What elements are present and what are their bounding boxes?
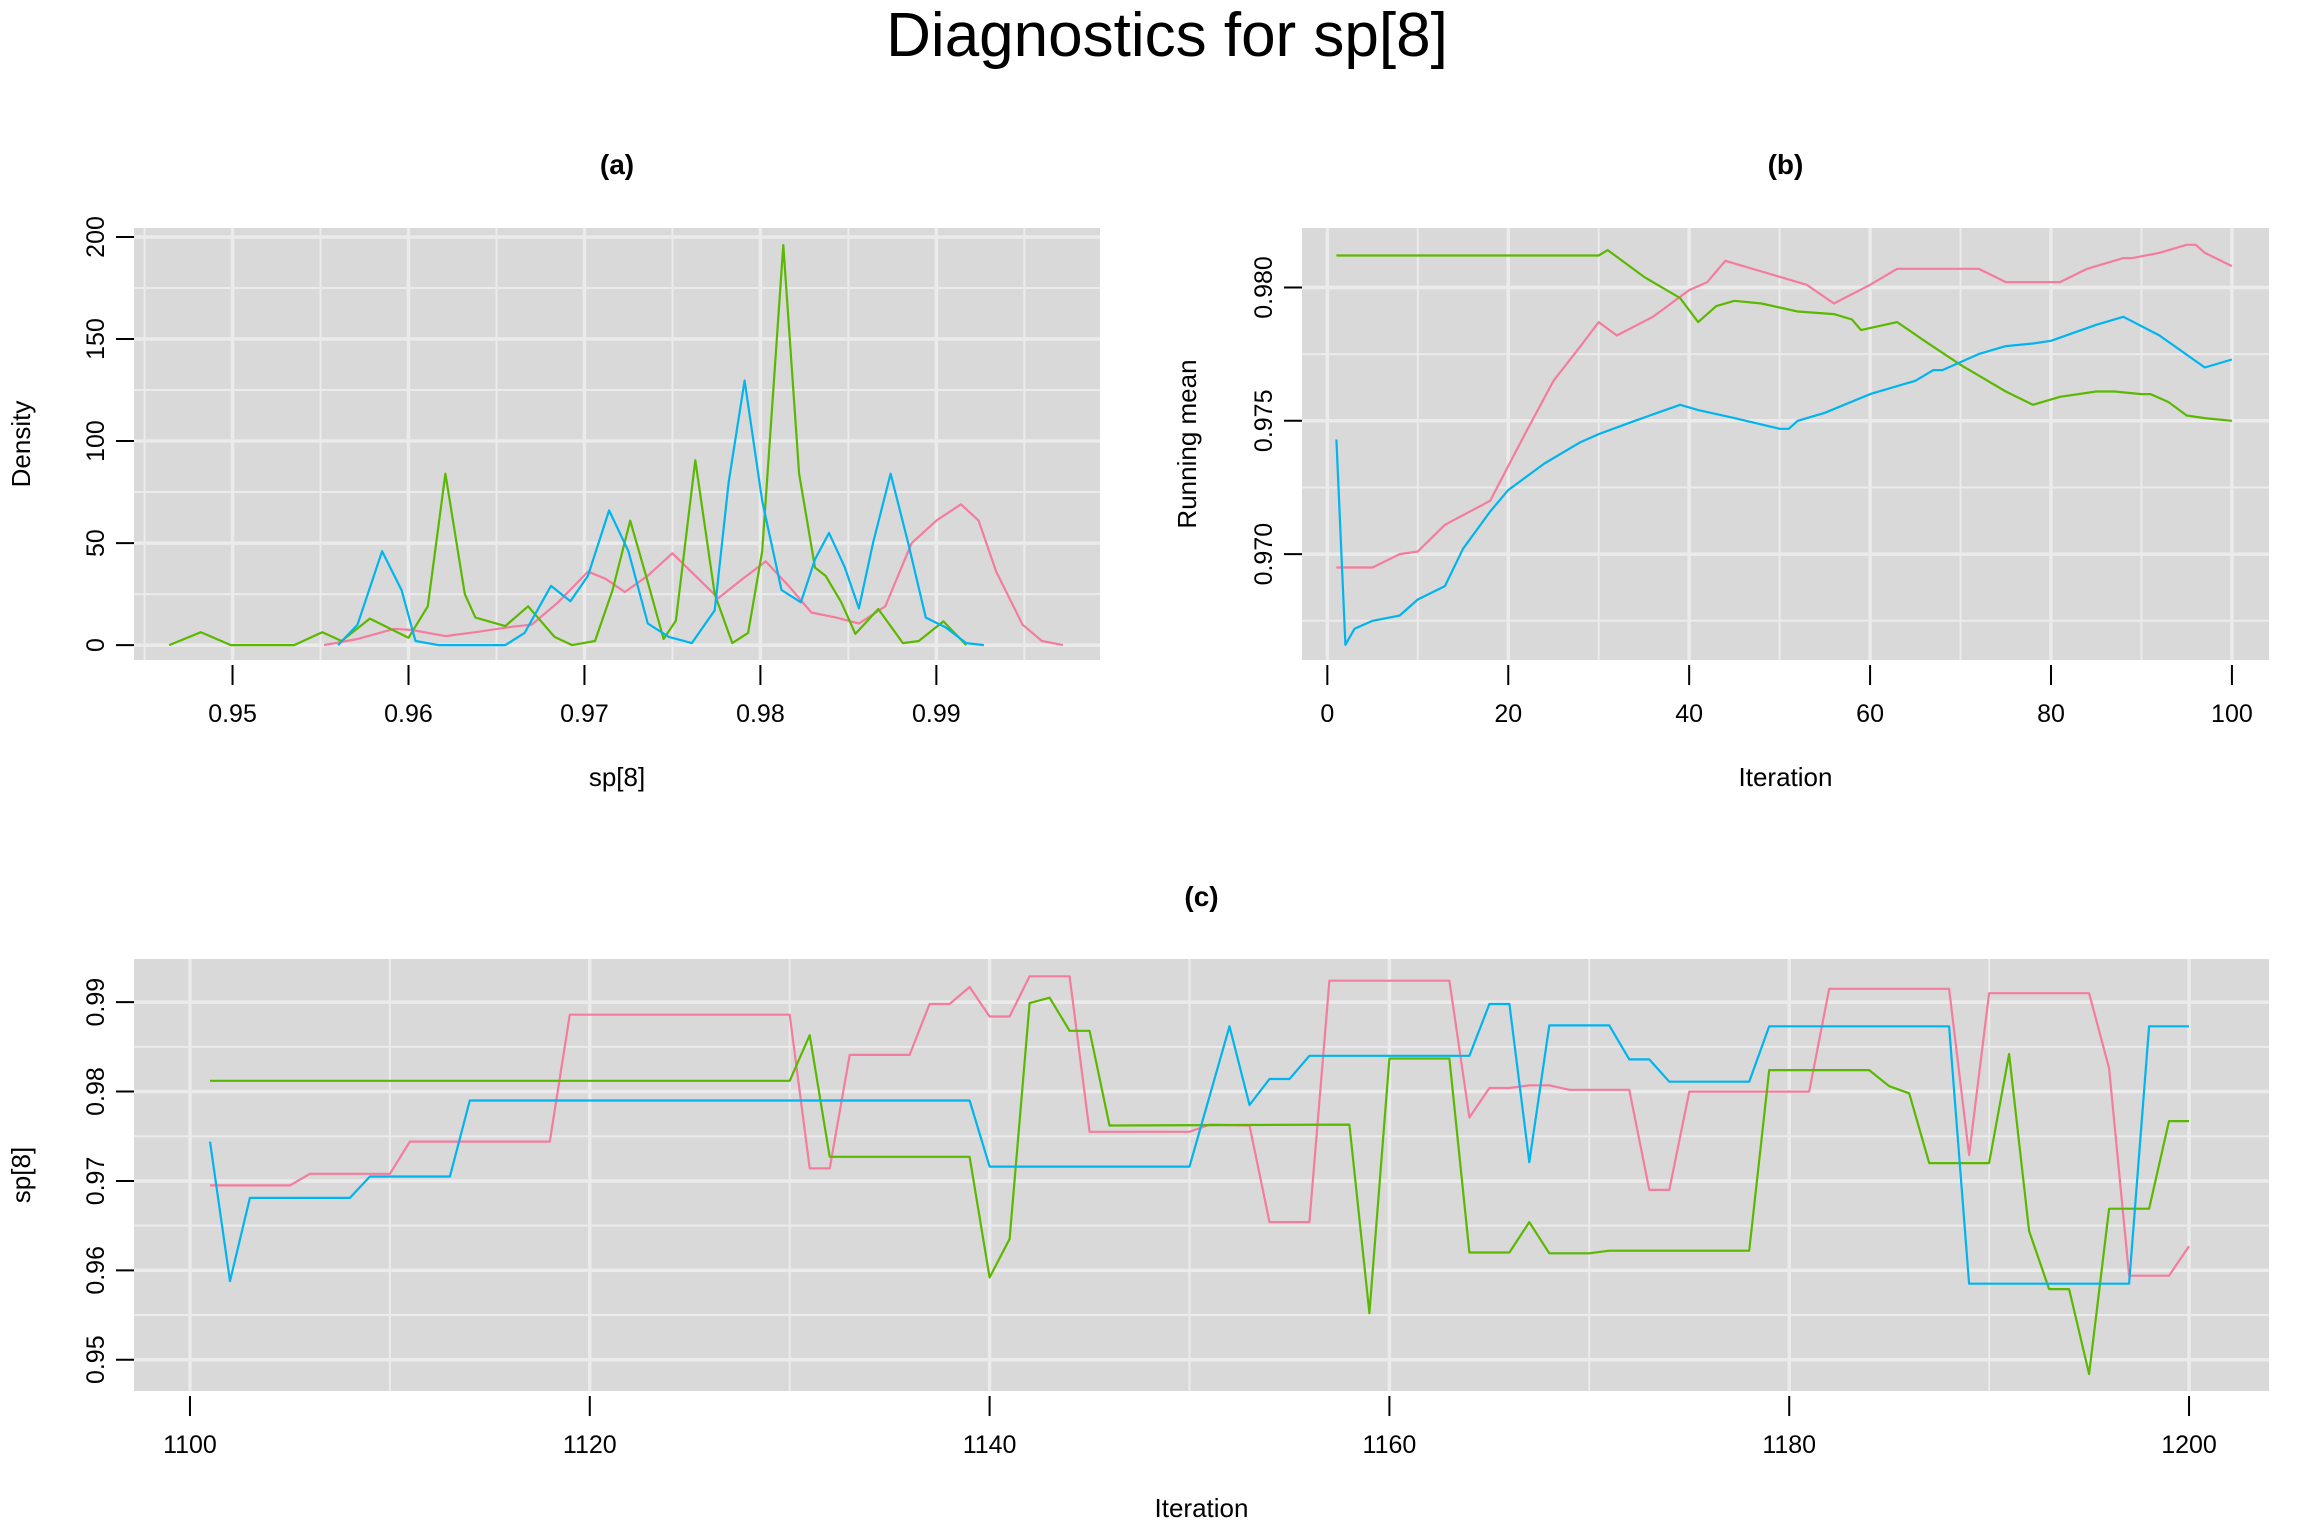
x-tick-label: 0 [1320, 700, 1334, 728]
panel-c: 1100 1120 1140 1160 1180 1200 0.95 0.96 0.97 0.98… [6, 881, 2269, 1523]
x-tick-label: 80 [2037, 700, 2065, 728]
x-tick-label: 1200 [2161, 1431, 2217, 1459]
x-axis-title: sp[8] [589, 762, 645, 792]
x-tick-label: 1160 [1363, 1431, 1417, 1459]
x-tick-label: 0.99 [912, 700, 961, 728]
x-tick-label: 40 [1675, 700, 1703, 728]
y-axis-title: sp[8] [6, 1147, 36, 1203]
y-tick-label: 0.99 [82, 978, 110, 1027]
series-line-chain-3 [208, 1002, 2189, 1285]
main-title: Diagnostics for sp[8] [886, 1, 1448, 70]
y-tick-label: 200 [82, 216, 110, 258]
series-line-chain-1 [210, 975, 2190, 1277]
y-tick-label: 0.96 [82, 1246, 110, 1295]
plot-background [134, 228, 1100, 660]
x-tick-label: 0.95 [208, 700, 257, 728]
y-tick-label: 0 [82, 638, 110, 652]
x-tick-label: 1120 [563, 1431, 617, 1459]
plot-background [134, 959, 2269, 1391]
x-tick-label: 1180 [1762, 1431, 1816, 1459]
series-line-chain-2 [168, 244, 968, 647]
panel-b: 0 20 40 60 80 100 0.970 0.975 0.980 (b) Iteration R… [1172, 149, 2269, 792]
y-tick-label: 0.98 [82, 1067, 110, 1116]
series-line-chain-1 [323, 503, 1064, 647]
panel-title: (b) [1768, 149, 1804, 180]
y-tick-label: 0.970 [1250, 523, 1278, 586]
y-tick-label: 150 [82, 318, 110, 360]
x-tick-label: 100 [2211, 700, 2253, 728]
series-line-chain-2 [1336, 249, 2233, 422]
x-tick-label: 0.97 [560, 700, 609, 728]
y-tick-label: 0.97 [82, 1157, 110, 1206]
y-tick-label: 100 [82, 420, 110, 462]
series-line-chain-3 [1335, 315, 2233, 646]
x-tick-label: 60 [1856, 700, 1884, 728]
x-tick-label: 20 [1494, 700, 1522, 728]
y-tick-label: 50 [82, 529, 110, 557]
x-tick-label: 0.96 [384, 700, 433, 728]
x-tick-label: 0.98 [736, 700, 785, 728]
y-tick-label: 0.980 [1250, 256, 1278, 319]
panel-title: (a) [600, 149, 634, 180]
series-line-chain-3 [337, 379, 985, 647]
series-line-chain-2 [210, 996, 2189, 1376]
y-tick-label: 0.975 [1250, 390, 1278, 453]
x-tick-label: 1100 [163, 1431, 217, 1459]
x-axis-title: Iteration [1155, 1493, 1249, 1523]
panel-title: (c) [1184, 881, 1218, 912]
y-axis-title: Running mean [1172, 359, 1202, 528]
x-axis-title: Iteration [1739, 762, 1833, 792]
series-line-chain-1 [1336, 243, 2233, 569]
y-tick-label: 0.95 [82, 1335, 110, 1384]
panel-a: 0.95 0.96 0.97 0.98 0.99 0 50 100 150 200 (a) sp[8]… [6, 149, 1100, 792]
plot-background [1302, 228, 2269, 660]
y-axis-title: Density [6, 401, 36, 488]
x-tick-label: 1140 [963, 1431, 1017, 1459]
